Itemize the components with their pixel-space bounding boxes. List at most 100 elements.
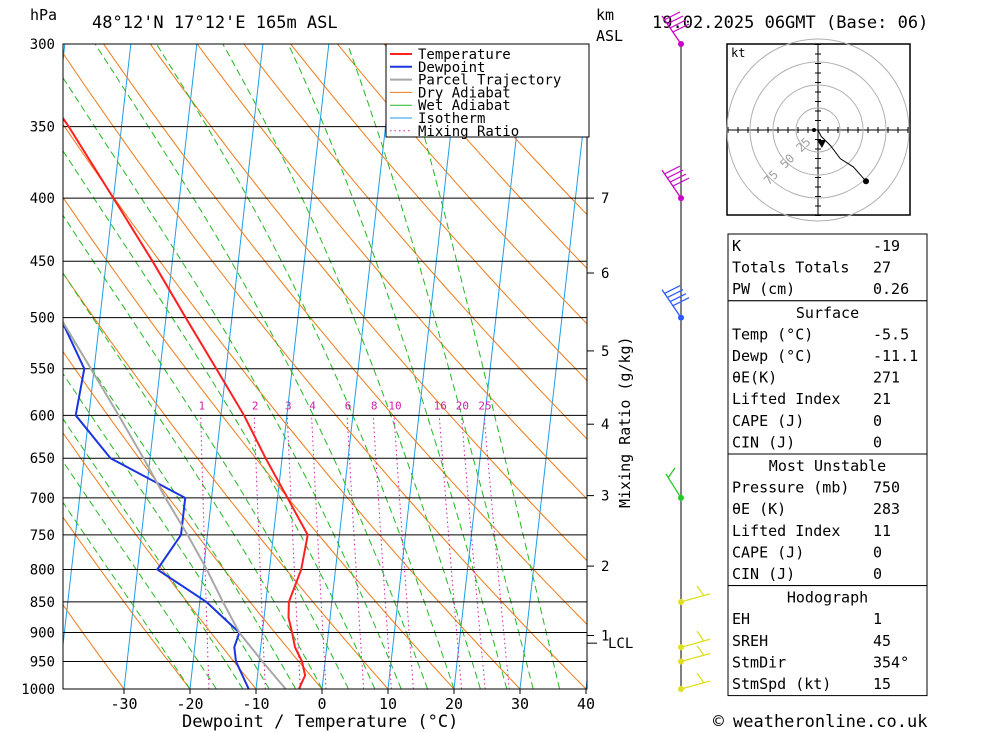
stat-label: CIN (J) bbox=[732, 565, 795, 583]
mixing-ratio-label: 6 bbox=[345, 399, 352, 412]
pressure-tick-label: 450 bbox=[30, 254, 55, 270]
mixing-ratio-line bbox=[200, 415, 210, 689]
wind-barb bbox=[680, 585, 711, 603]
hodograph-trace bbox=[817, 129, 867, 182]
stat-label: SREH bbox=[732, 632, 768, 650]
lcl-label: LCL bbox=[608, 636, 633, 652]
wind-barb bbox=[661, 11, 690, 45]
temperature-tick-label: 20 bbox=[445, 695, 463, 713]
stat-value: 283 bbox=[873, 500, 900, 518]
pressure-tick-label: 650 bbox=[30, 451, 55, 467]
pressure-tick-label: 900 bbox=[30, 626, 55, 642]
pressure-tick-label: 350 bbox=[30, 120, 55, 136]
stat-label: θE (K) bbox=[732, 500, 786, 518]
temperature-tick-label: 40 bbox=[577, 695, 595, 713]
stat-value: 11 bbox=[873, 522, 891, 540]
location-title: 48°12'N 17°12'E 165m ASL bbox=[92, 13, 338, 33]
indices-table-box bbox=[727, 233, 928, 302]
dry-adiabat-line bbox=[243, 44, 587, 440]
temperature-axis: -30 -20 -10 0 10 20 30 40 bbox=[110, 689, 595, 713]
wind-barb-flag bbox=[663, 11, 681, 21]
profile-series bbox=[63, 116, 309, 689]
hodograph-ring bbox=[795, 107, 841, 153]
datetime-title: 19.02.2025 06GMT (Base: 06) bbox=[652, 13, 928, 33]
stat-label: K bbox=[732, 237, 741, 255]
legend-label: Temperature bbox=[418, 47, 511, 63]
stat-label: CIN (J) bbox=[732, 433, 795, 451]
legend-label: Mixing Ratio bbox=[418, 124, 519, 140]
pressure-tick-label: 950 bbox=[30, 655, 55, 671]
temperature-tick-label: 10 bbox=[379, 695, 397, 713]
mixing-ratio-line bbox=[460, 415, 486, 689]
series-line-parcel-trajectory bbox=[63, 320, 287, 689]
most-unstable-table-box bbox=[727, 453, 928, 587]
km-tick-label: 5 bbox=[601, 344, 609, 360]
wet-adiabat-line bbox=[347, 44, 534, 689]
stat-label: CAPE (J) bbox=[732, 412, 804, 430]
wind-barb bbox=[661, 285, 690, 319]
hodograph-table-title: Hodograph bbox=[787, 589, 868, 607]
pressure-tick-label: 1000 bbox=[21, 682, 55, 698]
dry-adiabat-line bbox=[63, 123, 521, 689]
mixing-ratio-label: 10 bbox=[388, 399, 401, 412]
hodograph-ring bbox=[749, 61, 887, 199]
mixing-ratio-line bbox=[483, 415, 510, 689]
wind-barb-shaft bbox=[680, 680, 711, 690]
km-tick-label: 3 bbox=[601, 489, 609, 505]
wet-adiabat-line bbox=[63, 150, 376, 689]
stat-value: 750 bbox=[873, 479, 900, 497]
stat-label: EH bbox=[732, 610, 750, 628]
wind-barbs bbox=[661, 11, 711, 692]
wind-barb-flag bbox=[669, 173, 687, 183]
stat-label: Totals Totals bbox=[732, 259, 849, 277]
dry-adiabat-line bbox=[337, 44, 587, 325]
legend-label: Wet Adiabat bbox=[418, 98, 511, 114]
mixing-ratio-line bbox=[438, 415, 462, 689]
wind-barb-shaft bbox=[680, 593, 711, 603]
stat-value: 0.26 bbox=[873, 280, 909, 298]
isotherm-line bbox=[519, 91, 587, 689]
temperature-tick-label: -30 bbox=[110, 695, 137, 713]
wind-barb-flag bbox=[696, 645, 705, 656]
dry-adiabat-line bbox=[383, 44, 587, 270]
mixing-ratio-line bbox=[372, 415, 392, 689]
wet-adiabat-line bbox=[63, 501, 191, 689]
stat-label: StmSpd (kt) bbox=[732, 675, 831, 693]
pressure-tick-label: 850 bbox=[30, 595, 55, 611]
wind-barb-flag bbox=[663, 285, 681, 295]
wind-barb-flag bbox=[666, 15, 684, 25]
mixing-ratio-labels: 1 2 3 4 6 8 10 16 20 25 bbox=[198, 399, 491, 412]
wind-barb-flag bbox=[696, 630, 705, 642]
stat-label: θE(K) bbox=[732, 369, 777, 387]
pressure-tick-label: 500 bbox=[30, 311, 55, 327]
stat-value: 1 bbox=[873, 610, 882, 628]
series-line-dewpoint bbox=[63, 321, 250, 689]
stat-value: 27 bbox=[873, 259, 891, 277]
isotherm-line bbox=[255, 44, 330, 689]
pressure-axis: 300 350 400 450 500 550 600 650 700 750 800 850 900 9… bbox=[21, 37, 55, 698]
wind-barb-flag bbox=[667, 467, 676, 479]
wind-barb bbox=[680, 645, 711, 663]
pressure-tick-label: 300 bbox=[30, 37, 55, 53]
wind-barb bbox=[680, 672, 711, 690]
isotherm-line bbox=[321, 44, 396, 689]
mixing-ratio-label: 20 bbox=[456, 399, 469, 412]
dry-adiabat-line bbox=[290, 44, 587, 382]
legend-label: Isotherm bbox=[418, 111, 485, 127]
pressure-tick-label: 750 bbox=[30, 528, 55, 544]
wind-barb-flag bbox=[696, 672, 705, 684]
temperature-tick-label: 30 bbox=[511, 695, 529, 713]
mixing-ratio-label: 25 bbox=[478, 399, 491, 412]
mixing-ratio-label: 3 bbox=[285, 399, 292, 412]
isotherm-line bbox=[63, 44, 132, 650]
stat-value: 0 bbox=[873, 543, 882, 561]
mixing-ratio-axis-label: Mixing Ratio (g/kg) bbox=[616, 336, 634, 508]
most-unstable-table-title: Most Unstable bbox=[769, 457, 886, 475]
wind-barb-flag bbox=[672, 297, 690, 307]
legend-label: Dewpoint bbox=[418, 60, 485, 76]
series-line-temperature bbox=[63, 116, 309, 689]
hodograph-end-dot bbox=[863, 178, 869, 185]
